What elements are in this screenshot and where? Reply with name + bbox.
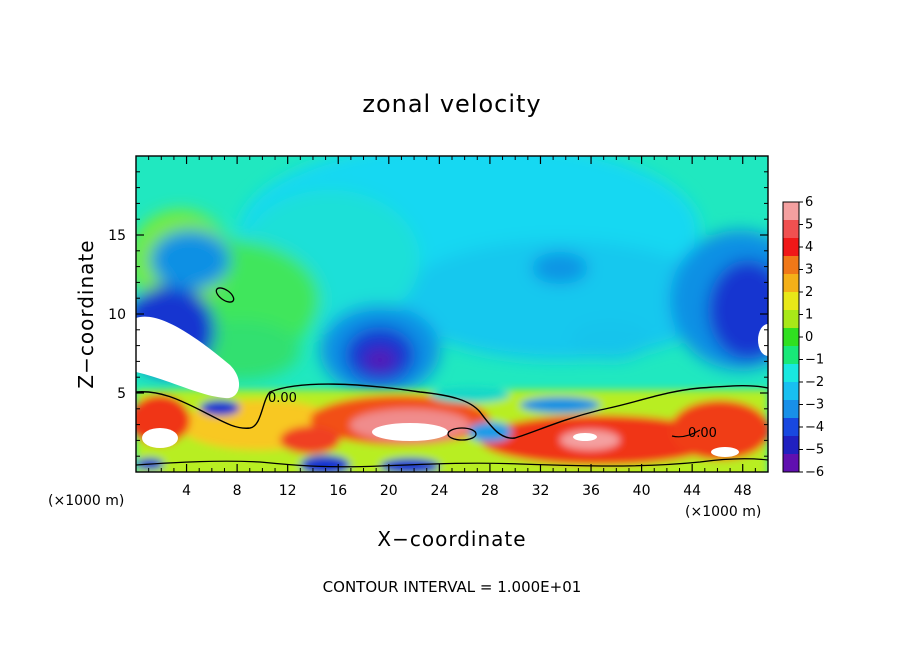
colorbar-swatch xyxy=(783,346,799,365)
chart-title: zonal velocity xyxy=(362,90,541,118)
colorbar-tick-label: 3 xyxy=(805,263,813,278)
colorbar: 6 5 4 3 2 1 0 −1 −2 −3 −4 −5 −6 xyxy=(782,195,824,480)
colorbar-tick-label: −4 xyxy=(805,420,824,435)
colorbar-tick-label: 5 xyxy=(805,218,813,233)
y-tick-label: 10 xyxy=(108,307,126,323)
colorbar-tick-label: −2 xyxy=(805,375,824,390)
colorbar-tick-label: −6 xyxy=(805,465,824,480)
contour-label: 0.00 xyxy=(688,426,717,441)
colorbar-swatch xyxy=(783,382,799,401)
x-unit-left: (×1000 m) xyxy=(48,493,124,509)
colorbar-swatch xyxy=(783,220,799,239)
colorbar-tick-label: 6 xyxy=(805,195,813,210)
colorbar-tick-label: 4 xyxy=(805,240,813,255)
colorbar-swatch xyxy=(783,436,799,455)
colorbar-tick-label: 0 xyxy=(805,330,813,345)
colorbar-swatch xyxy=(783,202,799,221)
colorbar-swatch xyxy=(783,364,799,383)
x-tick-label: 36 xyxy=(582,483,600,499)
x-tick-label: 4 xyxy=(182,483,191,499)
colorbar-swatch xyxy=(783,274,799,293)
y-tick-label: 5 xyxy=(117,386,126,402)
colorbar-tick-label: 2 xyxy=(805,285,813,300)
x-tick-label: 24 xyxy=(430,483,448,499)
x-tick-label: 28 xyxy=(481,483,499,499)
contour-label: 0.00 xyxy=(268,391,297,406)
colorbar-swatch xyxy=(783,310,799,329)
x-tick-label: 12 xyxy=(279,483,297,499)
x-axis-label: X−coordinate xyxy=(377,527,526,551)
colorbar-tick-label: 1 xyxy=(805,308,813,323)
x-tick-label: 44 xyxy=(683,483,701,499)
x-tick-label: 48 xyxy=(734,483,752,499)
x-tick-label: 16 xyxy=(329,483,347,499)
contour-interval-note: CONTOUR INTERVAL = 1.000E+01 xyxy=(323,578,582,596)
y-tick-label: 15 xyxy=(108,228,126,244)
x-tick-label: 40 xyxy=(633,483,651,499)
colorbar-tick-label: −1 xyxy=(805,353,824,368)
velocity-field xyxy=(136,156,768,472)
colorbar-swatch xyxy=(783,256,799,275)
colorbar-swatch xyxy=(783,400,799,419)
x-tick-label: 8 xyxy=(233,483,242,499)
x-tick-label: 20 xyxy=(380,483,398,499)
colorbar-tick-label: −3 xyxy=(805,398,824,413)
x-unit-right: (×1000 m) xyxy=(685,504,761,520)
colorbar-swatch xyxy=(783,238,799,257)
colorbar-swatch xyxy=(783,328,799,347)
colorbar-swatch xyxy=(783,418,799,437)
y-axis-label: Z−coordinate xyxy=(74,239,98,388)
colorbar-tick-label: −5 xyxy=(805,443,824,458)
colorbar-swatch xyxy=(783,454,799,473)
colorbar-swatch xyxy=(783,292,799,311)
x-tick-label: 32 xyxy=(532,483,550,499)
